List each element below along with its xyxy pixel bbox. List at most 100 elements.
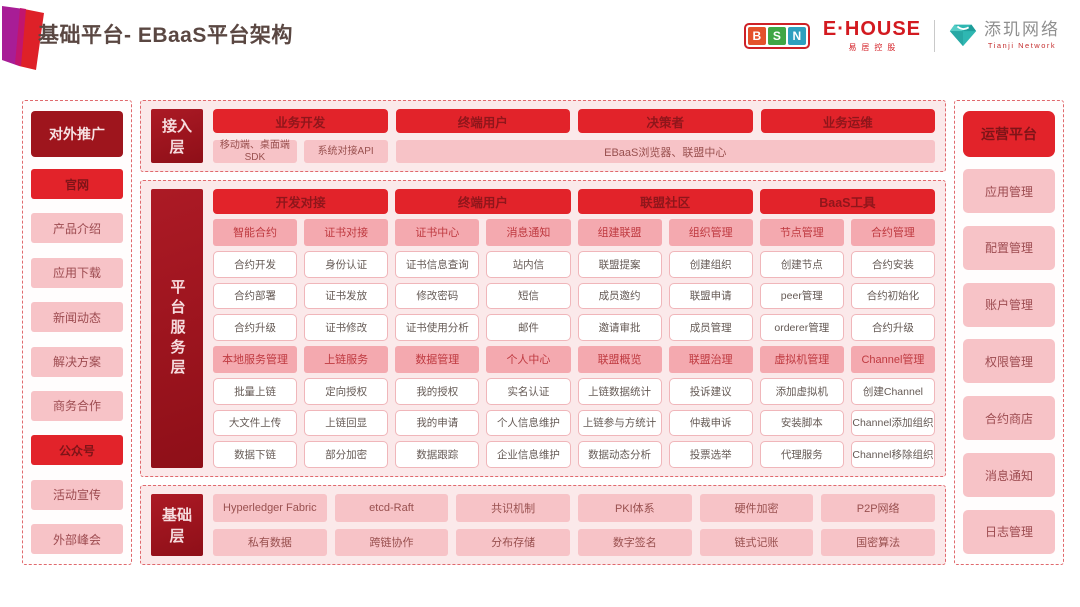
platform-cell: peer管理	[759, 282, 844, 310]
platform-cell: 合约升级	[213, 314, 298, 341]
platform-cell: 仲裁申诉	[668, 409, 753, 437]
base-cell: 国密算法	[821, 528, 935, 556]
platform-cell: 合约管理	[850, 219, 935, 246]
right-panel: 运营平台 应用管理 配置管理 账户管理 权限管理 合约商店 消息通知 日志管理	[954, 100, 1064, 565]
base-cell: 共识机制	[456, 494, 570, 522]
platform-cell: 数据跟踪	[395, 441, 480, 468]
right-panel-item: 权限管理	[963, 339, 1055, 384]
platform-cell: 合约初始化	[850, 282, 935, 310]
platform-cell: 创建节点	[759, 250, 844, 278]
bsn-letter-b: B	[747, 26, 766, 45]
base-cell: 跨链协作	[334, 528, 449, 556]
right-panel-item: 应用管理	[963, 169, 1055, 213]
right-panel-list: 应用管理 配置管理 账户管理 权限管理 合约商店 消息通知 日志管理	[963, 169, 1055, 554]
platform-cell: 大文件上传	[213, 409, 298, 437]
platform-cell: 添加虚拟机	[759, 377, 844, 405]
base-cell: P2P网络	[821, 494, 935, 522]
platform-cell: 组建联盟	[577, 219, 662, 246]
base-layer-label: 基础层	[151, 494, 203, 556]
right-panel-item: 合约商店	[963, 396, 1055, 441]
platform-cell: 智能合约	[213, 219, 298, 246]
tianji-subtitle: Tianji Network	[987, 41, 1057, 50]
platform-cell: 联盟提案	[577, 250, 662, 278]
access-layer-panel: 接入层 业务开发 终端用户 决策者 业务运维 移动端、桌面端SDK 系统对接API EBaa…	[140, 100, 946, 172]
platform-cell: 代理服务	[759, 441, 844, 468]
access-layer-header: 业务开发	[213, 109, 388, 133]
access-layer-header: 业务运维	[760, 109, 935, 133]
platform-cell: Channel添加组织	[850, 409, 935, 437]
right-panel-item: 配置管理	[963, 225, 1055, 270]
platform-cell: 消息通知	[486, 219, 571, 246]
platform-cell: Channel移除组织	[850, 441, 935, 468]
diagram-body: 对外推广 官网 产品介绍 应用下载 新闻动态 解决方案 商务合作 公众号 活动宣传 外部峰会 接…	[22, 100, 1064, 565]
left-panel-item: 公众号	[31, 435, 123, 466]
platform-cell: 虚拟机管理	[759, 346, 844, 373]
platform-layer-panel: 平台服务层 开发对接 终端用户 联盟社区 BaaS工具 智能合约 证书对接 证书中心 消息通知…	[140, 180, 946, 477]
tianji-text: 添玑网络 Tianji Network	[984, 21, 1060, 50]
access-sdk-group: 移动端、桌面端SDK 系统对接API	[213, 140, 388, 163]
ehouse-subtitle: 易居控股	[848, 42, 901, 52]
tianji-logo: 添玑网络 Tianji Network	[948, 18, 1060, 53]
platform-cell: 证书对接	[304, 219, 389, 246]
base-layer-grid: Hyperledger Fabric etcd-Raft 共识机制 PKI体系 硬件加密…	[213, 494, 935, 556]
platform-cell: 成员邀约	[577, 282, 662, 310]
access-layer-header: 终端用户	[395, 109, 570, 133]
access-cell: 系统对接API	[303, 140, 388, 163]
base-cell: PKI体系	[577, 494, 692, 522]
platform-column-header: BaaS工具	[759, 189, 935, 214]
ehouse-logo: E·HOUSE 易居控股	[823, 19, 921, 53]
platform-cell: 投诉建议	[668, 377, 753, 405]
platform-cell: 上链参与方统计	[577, 409, 662, 437]
base-layer-panel: 基础层 Hyperledger Fabric etcd-Raft 共识机制 PKI体系…	[140, 485, 946, 565]
right-panel-item: 日志管理	[963, 509, 1055, 554]
base-cell: 链式记账	[699, 528, 814, 556]
bsn-logo: B S N	[743, 22, 810, 49]
base-cell: 硬件加密	[699, 494, 814, 522]
platform-cell: 上链服务	[304, 346, 389, 373]
platform-cell: 联盟治理	[668, 346, 753, 373]
logo-bar: B S N E·HOUSE 易居控股 添玑网络 Tianji Network	[743, 18, 1060, 53]
platform-cell: 定向授权	[304, 377, 389, 405]
platform-cell: 个人信息维护	[486, 409, 571, 437]
platform-cell: 合约部署	[213, 282, 298, 310]
platform-cell: 修改密码	[395, 282, 480, 310]
platform-cell: 数据动态分析	[577, 441, 662, 468]
left-panel-item: 活动宣传	[31, 479, 123, 510]
left-panel-item: 应用下载	[31, 257, 123, 288]
platform-column-header: 联盟社区	[577, 189, 753, 214]
platform-cell: 短信	[486, 282, 571, 310]
base-cell: 私有数据	[213, 528, 327, 556]
platform-cell: 上链回显	[304, 409, 389, 437]
ehouse-wordmark: E·HOUSE	[822, 17, 921, 40]
platform-cell: 成员管理	[668, 314, 753, 341]
platform-cell: 企业信息维护	[486, 441, 571, 468]
left-panel: 对外推广 官网 产品介绍 应用下载 新闻动态 解决方案 商务合作 公众号 活动宣传 外部峰会	[22, 100, 132, 565]
left-panel-item: 商务合作	[31, 390, 123, 421]
platform-cell: 合约升级	[850, 314, 935, 341]
base-cell: 数字签名	[577, 528, 692, 556]
platform-cell: 证书中心	[395, 219, 480, 246]
gem-icon	[948, 18, 978, 53]
platform-cell: 部分加密	[304, 441, 389, 468]
platform-cell: 数据下链	[213, 441, 298, 468]
bsn-letter-s: S	[767, 26, 786, 45]
platform-cell: 上链数据统计	[577, 377, 662, 405]
page-title: 基础平台- EBaaS平台架构	[38, 24, 293, 47]
access-layer-header: 决策者	[578, 109, 753, 133]
left-panel-item: 外部峰会	[31, 524, 123, 554]
platform-cell: 实名认证	[486, 377, 571, 405]
platform-cell: 身份认证	[304, 250, 389, 278]
platform-cell: 投票选举	[668, 441, 753, 468]
platform-cell: orderer管理	[759, 314, 844, 341]
platform-cell: 节点管理	[759, 219, 844, 246]
platform-cell: 数据管理	[395, 346, 480, 373]
logo-divider	[934, 19, 935, 52]
platform-cell: 邀请审批	[577, 314, 662, 341]
platform-cell: 批量上链	[213, 377, 298, 405]
ribbon-icon	[0, 2, 46, 79]
platform-cell: 我的申请	[395, 409, 480, 437]
platform-cell: 联盟概览	[577, 346, 662, 373]
platform-cell: 创建组织	[668, 250, 753, 278]
platform-layer-grid: 开发对接 终端用户 联盟社区 BaaS工具 智能合约 证书对接 证书中心 消息通知 组建联盟 组织…	[213, 189, 935, 468]
left-panel-item: 产品介绍	[31, 213, 123, 244]
